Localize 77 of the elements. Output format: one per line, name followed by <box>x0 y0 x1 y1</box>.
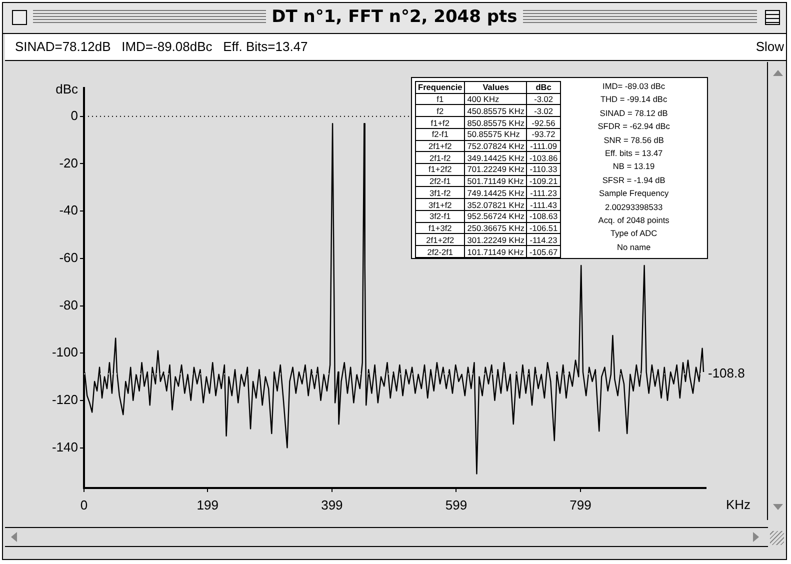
text: Frequencie <box>416 82 465 94</box>
text: 352.07821 KHz <box>467 200 524 210</box>
text: -93.72 <box>532 129 556 140</box>
y-tick-label: -40 <box>59 202 78 218</box>
category-label: 2f1+f2 <box>428 140 452 151</box>
text: 850.85575 KHz <box>467 118 524 128</box>
text: 501.71149 KHz <box>467 176 524 186</box>
x-tick-label: 0 <box>80 497 88 512</box>
annotation: Type of ADC <box>610 228 658 238</box>
annotation: SINAD = 78.12 dB <box>600 108 668 118</box>
text: -110.33 <box>530 164 558 174</box>
annotation: Sample Frequency <box>598 188 669 198</box>
annotation: THD = -99.14 dBc <box>600 94 668 104</box>
y-tick-label: -140 <box>52 439 78 454</box>
category-label: 2f2-2f1 <box>427 246 454 257</box>
x-tick-label: 399 <box>321 497 343 512</box>
text: -105.67 <box>529 246 558 257</box>
text: 749.14425 KHz <box>467 188 524 198</box>
text: -92.56 <box>532 118 556 128</box>
annotation: SFSR = -1.94 dB <box>602 174 666 185</box>
y-tick-label: -120 <box>52 392 78 408</box>
category-label: 3f2-f1 <box>430 211 451 222</box>
category-label: 3f1+f2 <box>428 200 452 210</box>
y-tick-label: -100 <box>52 344 78 360</box>
text: Slow <box>756 39 784 54</box>
category-label: 2f1-f2 <box>430 152 451 163</box>
text: 301.22249 KHz <box>467 234 524 245</box>
category-label: Values <box>464 82 527 94</box>
y-tick-label: -80 <box>59 297 78 312</box>
annotation: IMD= -89.03 dBc <box>602 81 666 91</box>
ref-line-label: -108.8 <box>708 365 745 380</box>
category-label: 2f2-f1 <box>430 176 451 186</box>
annotation: SFDR = -62.94 dBc <box>598 121 670 132</box>
text: -3.02 <box>534 94 553 104</box>
text: -111.09 <box>530 140 557 151</box>
annotation: Eff. bits = 13.47 <box>604 148 663 158</box>
annotation: No name <box>616 242 651 252</box>
text: 450.85575 KHz <box>467 106 524 116</box>
text: -3.02 <box>534 106 553 116</box>
category-label: f1+3f2 <box>428 222 452 233</box>
text: -106.51 <box>529 222 558 233</box>
text: 250.36675 KHz <box>467 222 524 233</box>
x-tick-label: 799 <box>570 497 592 512</box>
category-label: f2-f1 <box>432 129 448 140</box>
text: 101.71149 KHz <box>467 246 524 257</box>
text: -111.23 <box>530 188 557 198</box>
category-label: f1+f2 <box>430 118 450 128</box>
category-label: dBc <box>526 82 560 94</box>
y-tick-label: -60 <box>59 250 78 265</box>
annotation: SNR = 78.56 dB <box>604 134 664 145</box>
text: 752.07824 KHz <box>467 140 524 151</box>
y-tick-label: 0 <box>70 108 78 123</box>
chart-subtitle: SINAD=78.12dB IMD=-89.08dBc Eff. Bits=13.47 <box>15 39 308 54</box>
y-axis-title: dBc <box>56 82 78 97</box>
text: -111.43 <box>530 200 557 210</box>
category-label: f1 <box>436 94 444 104</box>
chart-title: DT n°1, FFT n°2, 2048 pts <box>266 7 524 27</box>
text: 349.14425 KHz <box>467 152 524 163</box>
text: -109.21 <box>529 176 558 186</box>
text: 701.22249 KHz <box>467 164 524 174</box>
category-label: 3f1-f2 <box>430 188 451 198</box>
category-label: 2f1+2f2 <box>426 234 454 245</box>
category-label: f1+2f2 <box>428 164 452 174</box>
x-tick-label: 599 <box>445 497 468 512</box>
text: -103.86 <box>529 152 558 163</box>
annotation: 2.00293398533 <box>604 202 663 212</box>
text: 400 KHz <box>467 94 500 104</box>
annotation: Acq. of 2048 points <box>598 215 670 226</box>
text: -114.23 <box>530 234 558 245</box>
x-tick-label: 199 <box>196 497 219 512</box>
text: -108.63 <box>529 211 558 222</box>
text: 50.85575 KHz <box>467 129 520 140</box>
x-axis-title: KHz <box>726 497 751 512</box>
text: 952.56724 KHz <box>467 211 524 222</box>
annotation: NB = 13.19 <box>612 161 655 172</box>
category-label: f2 <box>436 106 444 116</box>
y-tick-label: -20 <box>59 155 78 170</box>
